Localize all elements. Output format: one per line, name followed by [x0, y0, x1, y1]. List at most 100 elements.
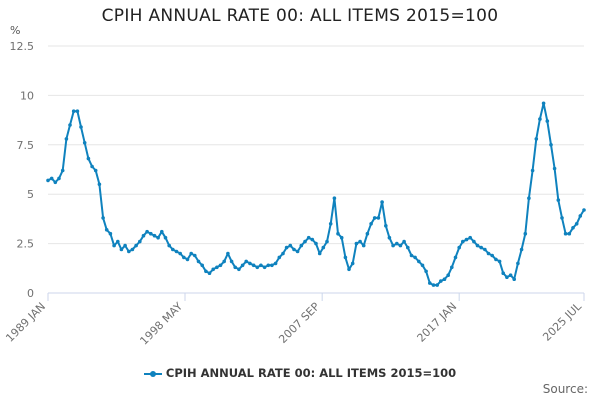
data-point[interactable]	[193, 253, 197, 258]
data-point[interactable]	[292, 247, 296, 252]
data-point[interactable]	[439, 279, 443, 283]
data-point[interactable]	[541, 101, 546, 106]
data-point[interactable]	[82, 141, 87, 145]
data-point[interactable]	[116, 239, 120, 244]
data-point[interactable]	[226, 251, 230, 256]
data-point[interactable]	[266, 263, 271, 268]
data-point[interactable]	[233, 265, 237, 270]
data-point[interactable]	[483, 247, 487, 252]
data-point[interactable]	[457, 245, 462, 250]
data-point[interactable]	[152, 233, 157, 238]
data-point[interactable]	[204, 269, 208, 274]
data-point[interactable]	[387, 235, 392, 240]
data-point[interactable]	[97, 182, 102, 187]
data-point[interactable]	[314, 241, 318, 246]
data-point[interactable]	[332, 196, 337, 200]
data-point[interactable]	[365, 231, 370, 236]
data-point[interactable]	[494, 257, 498, 262]
data-point[interactable]	[402, 239, 406, 244]
data-point[interactable]	[571, 226, 575, 230]
data-point[interactable]	[200, 263, 204, 268]
data-point[interactable]	[123, 243, 127, 248]
data-point[interactable]	[174, 249, 179, 254]
data-point[interactable]	[299, 243, 304, 248]
data-point[interactable]	[93, 168, 98, 173]
data-point[interactable]	[270, 263, 274, 268]
data-point[interactable]	[60, 168, 65, 173]
data-point[interactable]	[185, 257, 190, 262]
data-point[interactable]	[391, 243, 395, 248]
data-point[interactable]	[512, 277, 516, 282]
data-point[interactable]	[417, 259, 421, 264]
data-point[interactable]	[538, 117, 542, 121]
data-point[interactable]	[527, 196, 531, 200]
data-point[interactable]	[453, 255, 458, 260]
data-point[interactable]	[160, 229, 164, 234]
data-point[interactable]	[321, 245, 326, 250]
data-point[interactable]	[167, 243, 171, 248]
data-point[interactable]	[428, 281, 432, 285]
data-point[interactable]	[229, 259, 234, 264]
data-point[interactable]	[505, 275, 509, 280]
data-point[interactable]	[395, 241, 399, 246]
data-point[interactable]	[479, 245, 484, 250]
data-point[interactable]	[222, 259, 226, 264]
data-point[interactable]	[336, 231, 340, 236]
data-point[interactable]	[79, 125, 83, 129]
data-point[interactable]	[380, 200, 384, 204]
data-point[interactable]	[112, 243, 116, 248]
data-point[interactable]	[523, 231, 528, 236]
data-point[interactable]	[530, 168, 535, 173]
data-point[interactable]	[446, 273, 451, 278]
data-point[interactable]	[472, 239, 476, 244]
data-point[interactable]	[156, 235, 160, 240]
data-point[interactable]	[317, 251, 322, 256]
data-point[interactable]	[501, 271, 506, 276]
data-point[interactable]	[218, 263, 223, 268]
data-point[interactable]	[343, 255, 348, 260]
data-point[interactable]	[90, 164, 94, 169]
data-point[interactable]	[563, 231, 568, 236]
data-point[interactable]	[369, 222, 373, 226]
data-point[interactable]	[149, 231, 153, 236]
data-point[interactable]	[251, 263, 256, 268]
data-point[interactable]	[310, 237, 315, 242]
data-point[interactable]	[196, 259, 201, 264]
data-point[interactable]	[435, 283, 440, 287]
data-point[interactable]	[325, 239, 329, 244]
data-point[interactable]	[189, 251, 193, 256]
data-point[interactable]	[409, 253, 414, 258]
data-point[interactable]	[552, 166, 557, 171]
data-point[interactable]	[354, 241, 359, 246]
data-point[interactable]	[163, 235, 168, 240]
data-point[interactable]	[339, 235, 344, 240]
data-point[interactable]	[53, 180, 58, 185]
data-point[interactable]	[398, 243, 403, 248]
data-point[interactable]	[141, 233, 146, 238]
data-point[interactable]	[240, 263, 245, 268]
data-point[interactable]	[277, 255, 282, 260]
data-point[interactable]	[384, 224, 388, 228]
data-point[interactable]	[567, 231, 572, 236]
data-point[interactable]	[464, 237, 469, 242]
data-point[interactable]	[545, 119, 550, 123]
data-point[interactable]	[534, 137, 539, 141]
data-point[interactable]	[442, 277, 447, 282]
data-point[interactable]	[347, 267, 351, 272]
data-point[interactable]	[262, 265, 267, 270]
data-point[interactable]	[413, 255, 417, 260]
data-point[interactable]	[75, 109, 80, 113]
data-point[interactable]	[134, 243, 138, 248]
data-point[interactable]	[303, 239, 307, 244]
data-point[interactable]	[420, 263, 425, 268]
data-point[interactable]	[295, 249, 300, 254]
data-point[interactable]	[46, 178, 50, 183]
data-point[interactable]	[486, 251, 491, 256]
data-point[interactable]	[450, 265, 454, 270]
data-point[interactable]	[475, 243, 480, 248]
data-point[interactable]	[215, 265, 219, 270]
data-point[interactable]	[574, 222, 579, 226]
data-point[interactable]	[130, 247, 135, 252]
data-point[interactable]	[86, 156, 91, 161]
data-point[interactable]	[101, 216, 105, 220]
